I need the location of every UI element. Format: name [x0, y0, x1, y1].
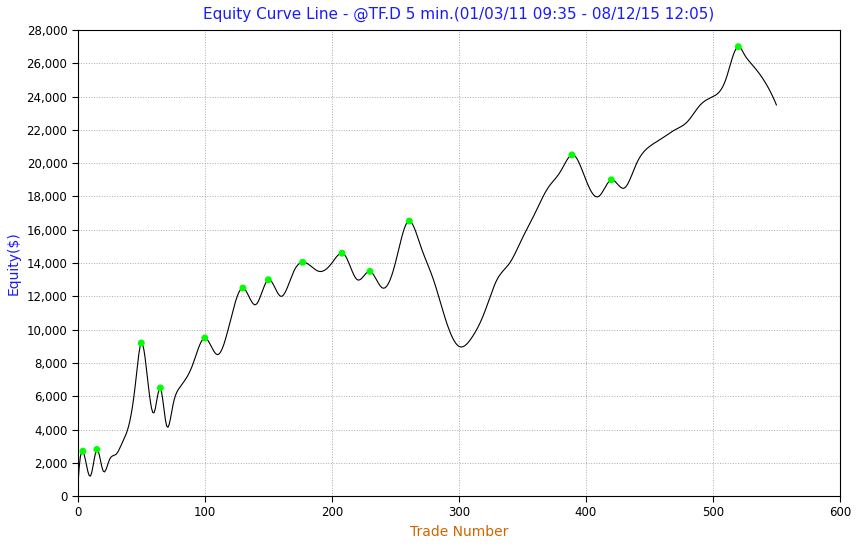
Point [262, 275, 275, 284]
Point [363, 267, 377, 276]
Point [154, 383, 167, 392]
X-axis label: Trade Number: Trade Number [409, 525, 508, 539]
Point [135, 339, 148, 347]
Point [90, 445, 104, 454]
Point [732, 43, 746, 51]
Point [76, 447, 90, 455]
Point [402, 217, 416, 225]
Point [604, 175, 618, 184]
Point [335, 249, 349, 258]
Title: Equity Curve Line - @TF.D 5 min.(01/03/11 09:35 - 08/12/15 12:05): Equity Curve Line - @TF.D 5 min.(01/03/1… [203, 7, 715, 22]
Point [198, 334, 212, 342]
Y-axis label: Equity($): Equity($) [7, 231, 21, 295]
Point [296, 258, 310, 266]
Point [565, 151, 579, 159]
Point [236, 284, 250, 293]
